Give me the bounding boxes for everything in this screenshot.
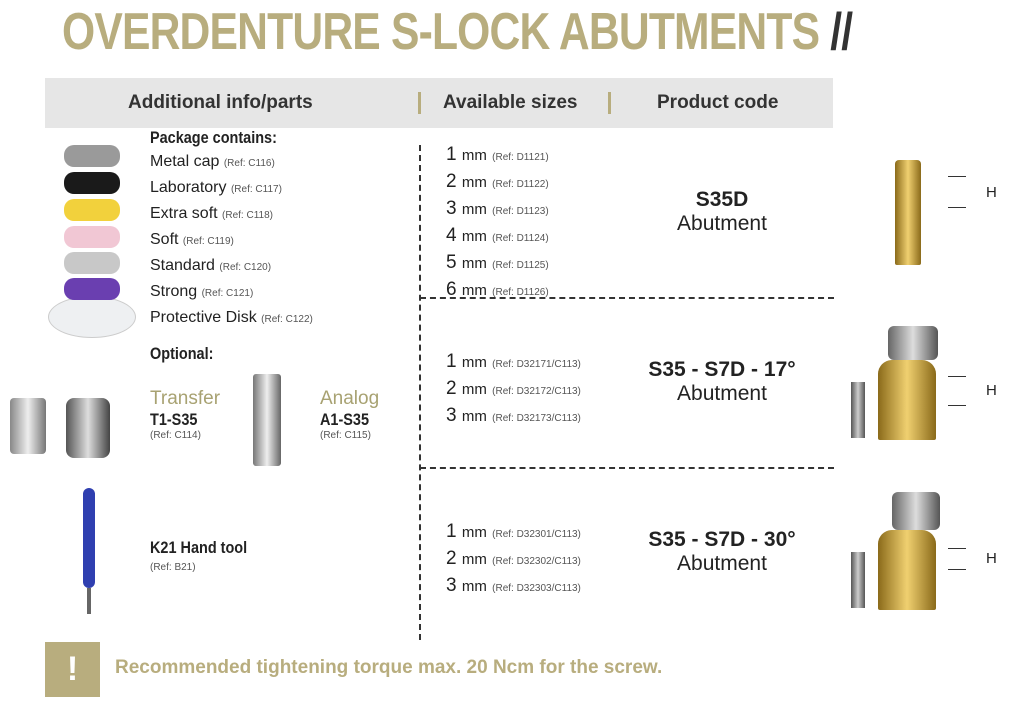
product-code-s35d: S35D Abutment	[677, 188, 767, 235]
header-separator	[608, 92, 611, 114]
hand-tool-image	[83, 488, 95, 588]
table-header: Additional info/parts Available sizes Pr…	[45, 78, 833, 128]
height-indicator	[948, 548, 966, 570]
height-indicator	[948, 176, 966, 208]
transfer-part-image	[10, 398, 46, 454]
size-item: 3 mm (Ref: D32303/C113)	[446, 575, 581, 596]
product-code-s7d-30: S35 - S7D - 30° Abutment	[648, 528, 796, 575]
size-item: 3 mm (Ref: D32173/C113)	[446, 405, 581, 426]
page-title: OVERDENTURE S-LOCK ABUTMENTS //	[62, 3, 853, 61]
sizes-s35d: 1 mm (Ref: D1121) 2 mm (Ref: D1122) 3 mm…	[446, 143, 549, 305]
height-label: H	[986, 382, 997, 399]
sizes-s7d-17: 1 mm (Ref: D32171/C113) 2 mm (Ref: D3217…	[446, 350, 581, 431]
list-item: Metal cap (Ref: C116)	[150, 153, 275, 170]
height-label: H	[986, 550, 997, 567]
product-code-s7d-17: S35 - S7D - 17° Abutment	[648, 358, 796, 405]
size-item: 2 mm (Ref: D1122)	[446, 171, 549, 192]
s7d-30-cap-image	[892, 492, 940, 530]
header-separator	[418, 92, 421, 114]
warning-icon: !	[45, 642, 100, 697]
hand-tool-tip	[87, 588, 91, 614]
transfer-ref: (Ref: C114)	[150, 430, 201, 441]
transfer-label: Transfer	[150, 388, 221, 409]
screw-image	[851, 552, 865, 608]
size-item: 4 mm (Ref: D1124)	[446, 225, 549, 246]
size-item: 1 mm (Ref: D1121)	[446, 144, 549, 165]
size-item: 6 mm (Ref: D1126)	[446, 279, 549, 300]
analog-part-image	[253, 374, 281, 466]
sizes-s7d-30: 1 mm (Ref: D32301/C113) 2 mm (Ref: D3230…	[446, 520, 581, 601]
transfer-info: Transfer T1-S35 (Ref: C114)	[150, 388, 220, 441]
s7d-30-abutment-image	[878, 530, 936, 610]
size-item: 1 mm (Ref: D32171/C113)	[446, 351, 581, 372]
size-item: 3 mm (Ref: D1123)	[446, 198, 549, 219]
list-item: Soft (Ref: C119)	[150, 231, 234, 248]
list-item: Standard (Ref: C120)	[150, 257, 272, 274]
size-item: 5 mm (Ref: D1125)	[446, 252, 549, 273]
column-divider	[419, 145, 421, 640]
list-item: Protective Disk (Ref: C122)	[150, 309, 313, 326]
s7d-17-abutment-image	[878, 360, 936, 440]
row-divider	[420, 297, 834, 299]
analog-ref: (Ref: C115)	[320, 430, 371, 441]
height-indicator	[948, 376, 966, 406]
hand-tool-ref: (Ref: B21)	[150, 562, 196, 573]
transfer-code: T1-S35	[150, 410, 198, 429]
size-item: 1 mm (Ref: D32301/C113)	[446, 521, 581, 542]
analog-info: Analog A1-S35 (Ref: C115)	[320, 388, 379, 441]
size-item: 2 mm (Ref: D32302/C113)	[446, 548, 581, 569]
analog-code: A1-S35	[320, 410, 369, 429]
header-product-code: Product code	[657, 92, 779, 113]
screw-image	[851, 382, 865, 438]
size-item: 2 mm (Ref: D32172/C113)	[446, 378, 581, 399]
hand-tool-code: K21 Hand tool	[150, 538, 248, 557]
height-label: H	[986, 184, 997, 201]
list-item: Extra soft (Ref: C118)	[150, 205, 273, 222]
row-divider	[420, 467, 834, 469]
hand-tool-info: K21 Hand tool (Ref: B21)	[150, 538, 264, 573]
package-list: Metal cap (Ref: C116) Laboratory (Ref: C…	[150, 150, 313, 332]
torque-note: Recommended tightening torque max. 20 Nc…	[115, 657, 663, 678]
list-item: Strong (Ref: C121)	[150, 283, 254, 300]
s7d-17-cap-image	[888, 326, 938, 360]
list-item: Laboratory (Ref: C117)	[150, 179, 282, 196]
s35d-abutment-image	[895, 160, 921, 265]
analog-label: Analog	[320, 388, 380, 409]
header-additional-info: Additional info/parts	[128, 92, 313, 113]
optional-heading: Optional:	[150, 344, 214, 363]
package-heading: Package contains:	[150, 128, 277, 147]
transfer-cap-image	[66, 398, 110, 458]
header-available-sizes: Available sizes	[443, 92, 578, 113]
